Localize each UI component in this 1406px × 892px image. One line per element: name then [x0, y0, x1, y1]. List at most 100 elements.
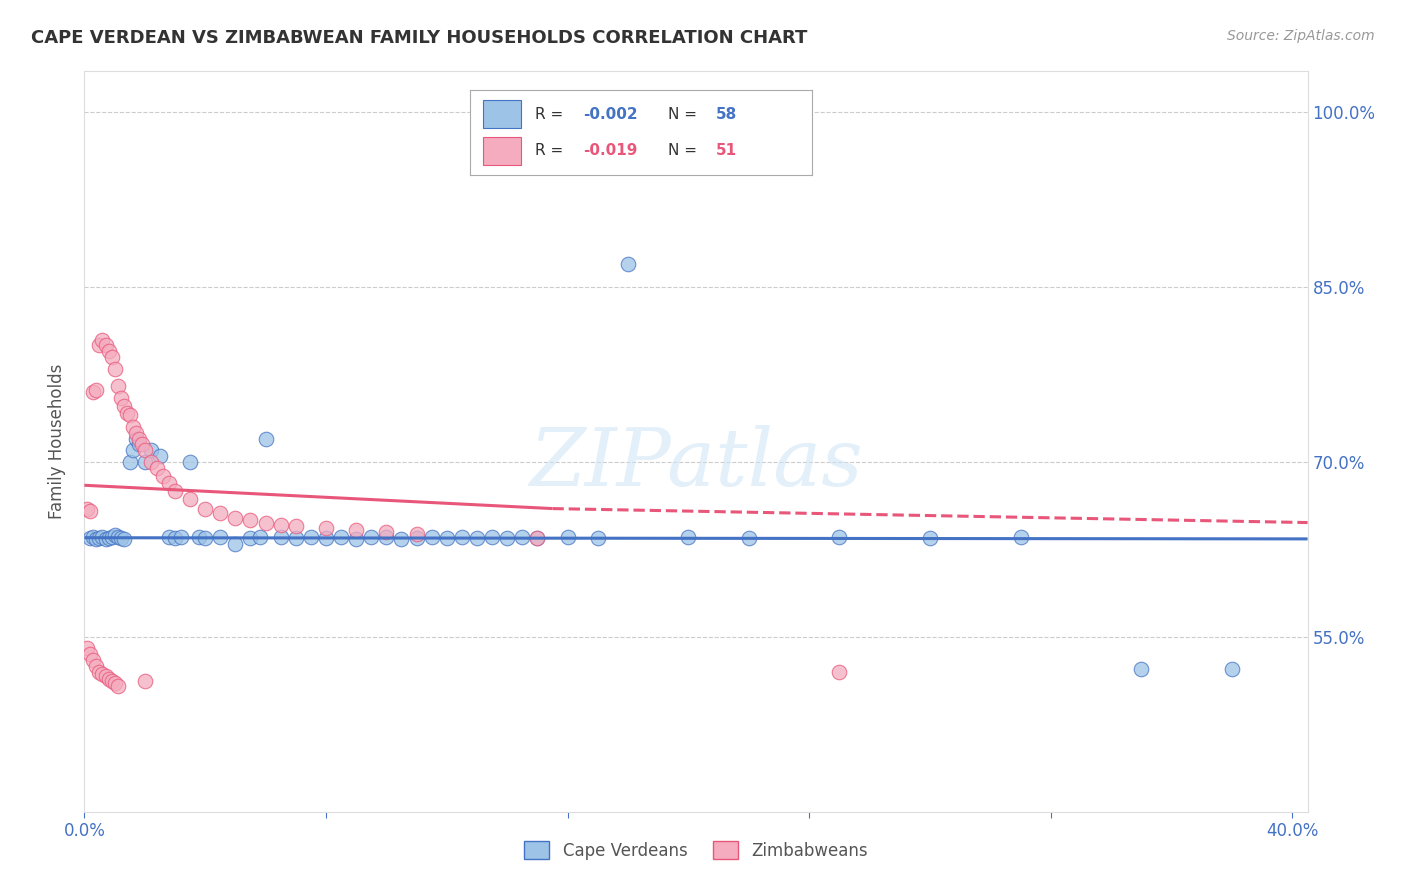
Text: CAPE VERDEAN VS ZIMBABWEAN FAMILY HOUSEHOLDS CORRELATION CHART: CAPE VERDEAN VS ZIMBABWEAN FAMILY HOUSEH… — [31, 29, 807, 46]
Point — [86, 532, 108, 546]
Legend: Cape Verdeans, Zimbabweans: Cape Verdeans, Zimbabweans — [517, 835, 875, 866]
Point — [94, 338, 117, 352]
Point — [617, 257, 640, 271]
Point — [526, 531, 548, 545]
Point — [139, 455, 162, 469]
Point — [121, 443, 143, 458]
Point — [170, 530, 193, 544]
Point — [139, 443, 162, 458]
Point — [146, 460, 169, 475]
Point — [94, 669, 117, 683]
Point — [112, 532, 135, 546]
Point — [100, 530, 122, 544]
Point — [121, 420, 143, 434]
Point — [163, 531, 186, 545]
Point — [224, 511, 246, 525]
Point — [678, 530, 700, 544]
Point — [134, 455, 156, 469]
Point — [94, 532, 117, 546]
Point — [194, 531, 217, 545]
Point — [86, 383, 108, 397]
Point — [128, 432, 150, 446]
Point — [100, 674, 122, 689]
Point — [557, 530, 579, 544]
Point — [496, 531, 519, 545]
Point — [270, 517, 292, 532]
Point — [82, 530, 104, 544]
Point — [405, 527, 427, 541]
Point — [315, 521, 337, 535]
Point — [465, 531, 488, 545]
Point — [375, 524, 398, 539]
Point — [209, 506, 232, 520]
Point — [179, 455, 201, 469]
Point — [103, 528, 125, 542]
Point — [163, 484, 186, 499]
Text: Source: ZipAtlas.com: Source: ZipAtlas.com — [1227, 29, 1375, 43]
Point — [330, 530, 353, 544]
Point — [89, 338, 111, 352]
Point — [79, 531, 101, 545]
Point — [254, 516, 277, 530]
Point — [526, 531, 548, 545]
Point — [315, 531, 337, 545]
Point — [112, 399, 135, 413]
Point — [76, 641, 98, 656]
Point — [118, 409, 141, 423]
Y-axis label: Family Households: Family Households — [48, 364, 66, 519]
Point — [110, 391, 132, 405]
Point — [344, 532, 367, 546]
Point — [586, 531, 609, 545]
Point — [420, 530, 443, 544]
Point — [270, 530, 292, 544]
Point — [157, 530, 180, 544]
Point — [97, 672, 120, 686]
Point — [179, 492, 201, 507]
Point — [188, 530, 211, 544]
Point — [391, 532, 413, 546]
Point — [918, 531, 941, 545]
Point — [89, 531, 111, 545]
Point — [224, 536, 246, 550]
Point — [107, 679, 129, 693]
Point — [76, 501, 98, 516]
Point — [82, 384, 104, 399]
Point — [510, 530, 533, 544]
Point — [1220, 663, 1243, 677]
Point — [1130, 663, 1153, 677]
Point — [107, 379, 129, 393]
Point — [344, 523, 367, 537]
Point — [254, 432, 277, 446]
Point — [125, 425, 148, 440]
Point — [79, 504, 101, 518]
Point — [239, 513, 262, 527]
Point — [451, 530, 474, 544]
Point — [91, 530, 114, 544]
Point — [125, 432, 148, 446]
Point — [131, 437, 153, 451]
Point — [436, 531, 458, 545]
Point — [115, 406, 138, 420]
Point — [299, 530, 322, 544]
Point — [209, 530, 232, 544]
Point — [249, 530, 271, 544]
Point — [100, 350, 122, 364]
Point — [152, 469, 174, 483]
Point — [91, 333, 114, 347]
Point — [82, 653, 104, 667]
Point — [481, 530, 503, 544]
Point — [89, 665, 111, 679]
Point — [110, 531, 132, 545]
Point — [828, 665, 851, 679]
Point — [97, 531, 120, 545]
Point — [149, 449, 172, 463]
Point — [284, 531, 307, 545]
Point — [360, 530, 382, 544]
Point — [828, 530, 851, 544]
Point — [134, 674, 156, 689]
Point — [103, 361, 125, 376]
Point — [194, 501, 217, 516]
Text: ZIPatlas: ZIPatlas — [529, 425, 863, 502]
Point — [375, 530, 398, 544]
Point — [284, 519, 307, 533]
